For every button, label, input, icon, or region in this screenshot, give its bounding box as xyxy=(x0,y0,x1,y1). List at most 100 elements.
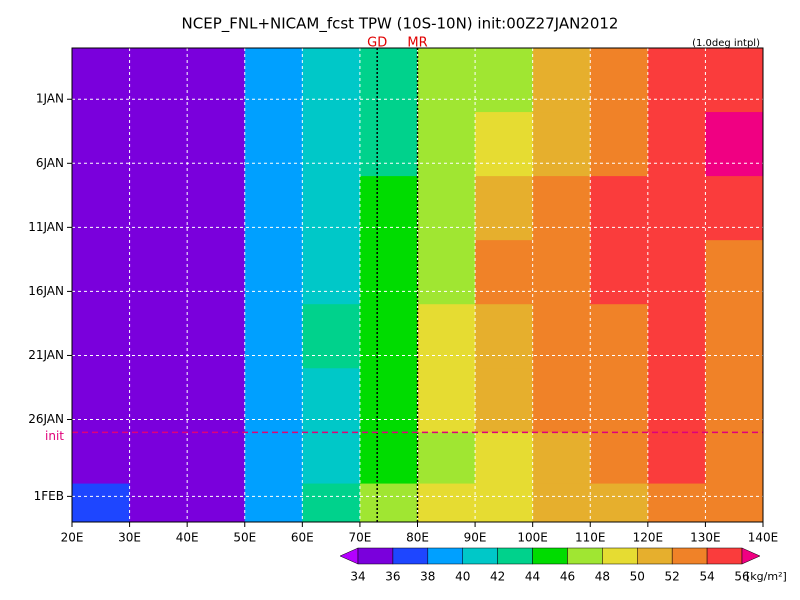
heat-cell xyxy=(590,483,649,523)
heat-cell xyxy=(187,240,246,305)
heat-cell xyxy=(187,432,246,485)
heat-cell xyxy=(475,304,534,369)
heat-cell xyxy=(359,176,418,241)
x-tick-label: 30E xyxy=(118,531,141,545)
y-tick-label: 6JAN xyxy=(36,156,64,170)
heat-cell xyxy=(417,483,476,523)
heat-cell xyxy=(590,112,649,177)
heat-cell xyxy=(187,304,246,369)
marker-label: GD xyxy=(367,36,387,51)
x-tick-label: 40E xyxy=(176,531,199,545)
colorbar-cell xyxy=(532,547,568,565)
heat-cell xyxy=(705,176,764,241)
x-tick-label: 80E xyxy=(406,531,429,545)
heat-cell xyxy=(244,483,303,523)
heat-cell xyxy=(129,112,188,177)
note: (1.0deg intpl) xyxy=(692,38,760,49)
colorbar-label: 48 xyxy=(595,570,610,584)
heat-cell xyxy=(359,432,418,485)
heat-cell xyxy=(129,304,188,369)
plot-frame xyxy=(71,47,764,523)
colorbar-label: 54 xyxy=(699,570,714,584)
heat-cell xyxy=(244,432,303,485)
heat-cell xyxy=(129,48,188,113)
colorbar-label: 34 xyxy=(350,570,365,584)
heat-cell xyxy=(244,112,303,177)
heat-cell xyxy=(647,304,706,369)
heat-cell xyxy=(417,304,476,369)
heat-cell xyxy=(590,48,649,113)
heat-cell xyxy=(244,48,303,113)
heat-cell xyxy=(475,48,534,113)
y-tick-label: 1FEB xyxy=(34,489,64,503)
heat-cell xyxy=(302,112,361,177)
heat-cell xyxy=(705,368,764,433)
colorbar-cell xyxy=(602,547,638,565)
heat-cell xyxy=(244,368,303,433)
heat-cell xyxy=(244,240,303,305)
x-tick-label: 130E xyxy=(690,531,721,545)
x-tick-label: 110E xyxy=(575,531,606,545)
heat-cell xyxy=(359,368,418,433)
heat-cell xyxy=(72,368,131,433)
colorbar-label: 36 xyxy=(385,570,400,584)
heat-cell xyxy=(475,368,534,433)
heat-cell xyxy=(129,432,188,485)
heat-cell xyxy=(532,48,591,113)
colorbar-cell xyxy=(427,547,463,565)
heat-cell xyxy=(187,176,246,241)
x-tick-label: 20E xyxy=(61,531,84,545)
heat-cell xyxy=(705,483,764,523)
heat-cell xyxy=(129,368,188,433)
colorbar-label: 50 xyxy=(630,570,645,584)
heat-cell xyxy=(475,176,534,241)
heat-cell xyxy=(590,432,649,485)
heat-cell xyxy=(244,176,303,241)
colorbar-cell xyxy=(637,547,673,565)
heat-cell xyxy=(359,240,418,305)
heat-cell xyxy=(532,483,591,523)
colorbar-cell xyxy=(567,547,603,565)
heat-cell xyxy=(417,368,476,433)
colorbar-cell xyxy=(392,547,429,565)
y-tick-label: 26JAN xyxy=(28,412,64,426)
colorbar-label: 38 xyxy=(420,570,435,584)
heat-cell xyxy=(705,240,764,305)
heat-cell xyxy=(590,240,649,305)
heat-cell xyxy=(475,432,534,485)
heat-cell xyxy=(705,112,764,177)
heat-cell xyxy=(187,112,246,177)
heat-cell xyxy=(647,240,706,305)
chart-title: NCEP_FNL+NICAM_fcst TPW (10S-10N) init:0… xyxy=(182,15,619,34)
heat-cell xyxy=(359,112,418,177)
heat-cell xyxy=(302,48,361,113)
heat-cell xyxy=(532,432,591,485)
heat-cell xyxy=(475,112,534,177)
heat-cell xyxy=(302,483,361,523)
colorbar-label: 42 xyxy=(490,570,505,584)
x-tick-label: 50E xyxy=(233,531,256,545)
init-label: init xyxy=(45,429,64,443)
heat-cell xyxy=(705,432,764,485)
heat-cell xyxy=(187,483,246,523)
colorbar-cell xyxy=(497,547,533,565)
colorbar-cell xyxy=(462,547,498,565)
colorbar-cell xyxy=(706,547,743,565)
y-tick-label: 21JAN xyxy=(28,348,64,362)
colorbar-high xyxy=(741,547,761,565)
heat-cell xyxy=(417,112,476,177)
heat-cell xyxy=(302,176,361,241)
colorbar-cell xyxy=(357,547,394,565)
heat-cell xyxy=(475,483,534,523)
heat-cell xyxy=(302,368,361,433)
heat-cell xyxy=(532,112,591,177)
heat-cell xyxy=(647,112,706,177)
heat-cell xyxy=(417,176,476,241)
colorbar-label: 56 xyxy=(734,570,749,584)
heat-cell xyxy=(532,176,591,241)
colorbar-label: 40 xyxy=(455,570,470,584)
x-tick-label: 60E xyxy=(291,531,314,545)
colorbar-cell xyxy=(671,547,708,565)
heat-cell xyxy=(417,48,476,113)
